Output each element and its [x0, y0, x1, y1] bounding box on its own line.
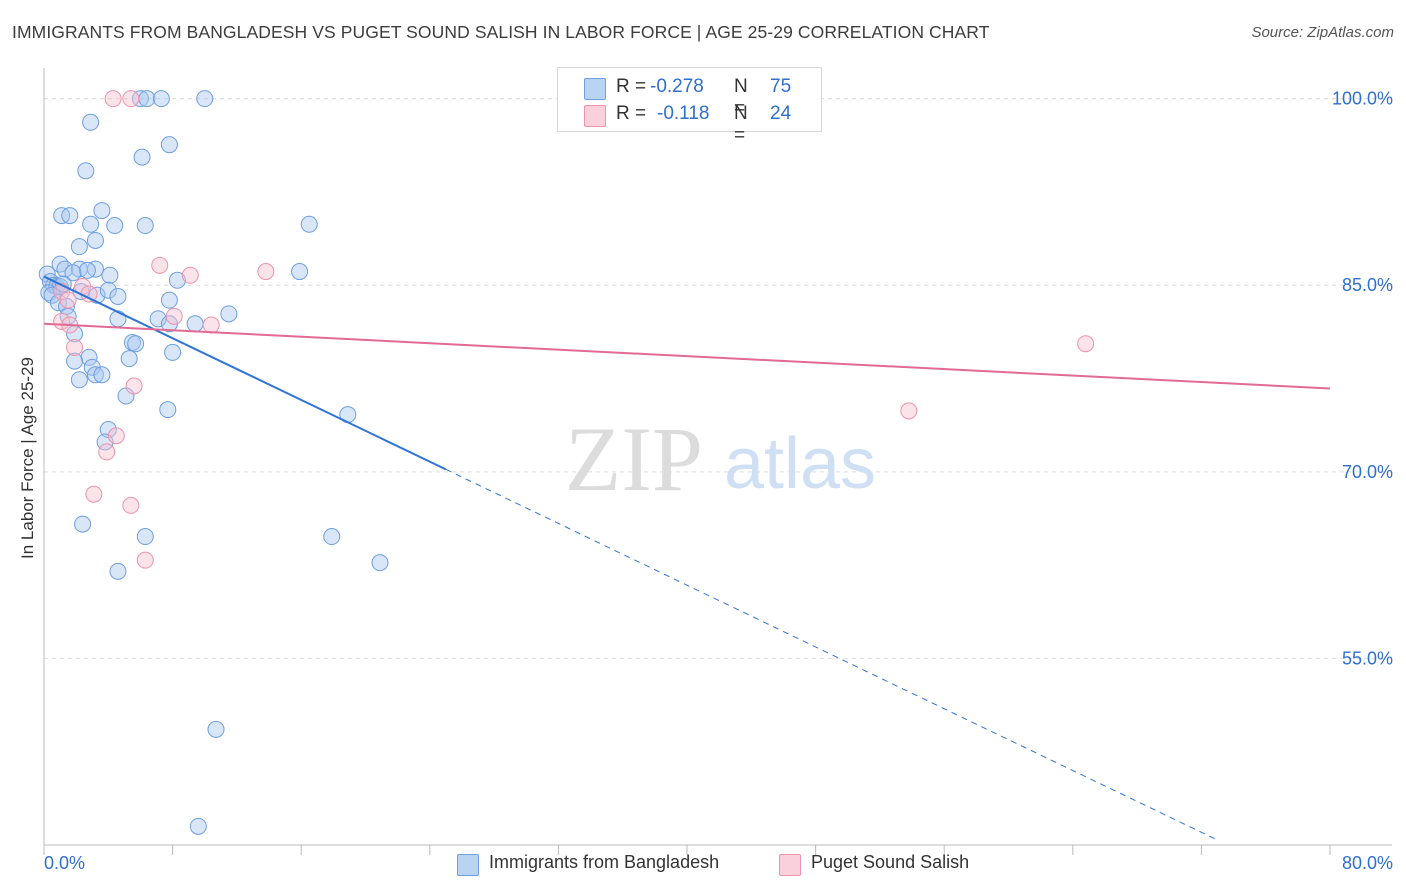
y-tick-label: 100.0%	[1332, 89, 1393, 109]
point-bangladesh	[93, 202, 111, 220]
point-bangladesh	[220, 305, 238, 323]
point-bangladesh	[64, 264, 82, 282]
y-tick-labels: 55.0% 70.0% 85.0% 100.0%	[1332, 89, 1393, 669]
legend-swatch-bangladesh	[457, 854, 479, 876]
point-salish	[125, 377, 143, 395]
point-salish	[85, 485, 103, 503]
point-bangladesh	[70, 238, 88, 256]
point-bangladesh	[131, 90, 149, 108]
point-salish	[59, 291, 77, 309]
point-bangladesh	[152, 90, 170, 108]
point-bangladesh	[300, 215, 318, 233]
point-bangladesh	[138, 90, 156, 108]
point-bangladesh	[168, 271, 186, 289]
legend-label-salish: Puget Sound Salish	[811, 852, 970, 872]
x-tick-label: 80.0%	[1342, 853, 1393, 873]
point-bangladesh	[291, 263, 309, 281]
legend-label-bangladesh: Immigrants from Bangladesh	[489, 852, 720, 872]
point-bangladesh	[82, 215, 100, 233]
legend-r-label: R =	[616, 76, 647, 97]
point-salish	[900, 402, 918, 420]
point-bangladesh	[77, 162, 95, 180]
point-bangladesh	[133, 148, 151, 166]
point-salish	[151, 256, 169, 274]
axes	[43, 68, 1392, 855]
point-bangladesh	[61, 207, 79, 225]
x-tick-label: 0.0%	[44, 853, 85, 873]
point-salish	[98, 443, 116, 461]
point-bangladesh	[127, 335, 145, 353]
point-bangladesh	[86, 366, 104, 384]
point-bangladesh	[207, 720, 225, 738]
point-bangladesh	[109, 287, 127, 305]
point-salish	[104, 90, 122, 108]
point-bangladesh	[80, 348, 98, 366]
correlation-legend: R = -0.278 N = 75 R = -0.118 N = 24	[557, 67, 822, 146]
point-salish	[122, 496, 140, 514]
point-bangladesh	[49, 294, 67, 312]
trend-line-bangladesh-extension	[445, 468, 1218, 841]
legend-swatch-blue	[584, 78, 606, 100]
point-salish	[202, 316, 220, 334]
point-bangladesh	[164, 343, 182, 361]
point-bangladesh	[70, 371, 88, 389]
point-bangladesh	[189, 817, 207, 835]
point-salish	[80, 285, 98, 303]
gridlines	[44, 98, 1392, 659]
point-bangladesh	[323, 528, 341, 546]
point-bangladesh	[101, 266, 119, 284]
point-bangladesh	[196, 90, 214, 108]
point-salish	[66, 338, 84, 356]
y-tick-label: 55.0%	[1342, 648, 1393, 668]
point-bangladesh	[82, 113, 100, 131]
watermark-zip: ZIP	[565, 408, 703, 510]
point-bangladesh	[159, 401, 177, 419]
point-salish	[181, 266, 199, 284]
point-salish	[257, 263, 275, 281]
point-salish	[165, 307, 183, 325]
point-bangladesh	[93, 366, 111, 384]
point-bangladesh	[86, 231, 104, 249]
chart-title: IMMIGRANTS FROM BANGLADESH VS PUGET SOUN…	[12, 22, 990, 42]
point-bangladesh	[109, 310, 127, 328]
point-bangladesh	[51, 255, 69, 273]
watermark-atlas: atlas	[724, 424, 876, 504]
watermark: ZIP atlas	[565, 408, 876, 510]
trend-lines	[43, 275, 1331, 841]
point-bangladesh	[371, 554, 389, 572]
legend-n-value: 75	[770, 76, 792, 97]
legend-n-value: 24	[770, 103, 792, 124]
point-bangladesh	[66, 352, 84, 370]
legend-n-label: N =	[734, 76, 748, 119]
trend-line-bangladesh	[43, 275, 447, 471]
point-bangladesh	[56, 260, 74, 278]
legend-swatch-salish	[779, 854, 801, 876]
x-tick-labels: 0.0% 80.0%	[44, 853, 1393, 873]
trend-line-salish	[43, 322, 1331, 390]
y-tick-label: 85.0%	[1342, 275, 1393, 295]
legend-n-label: N =	[734, 103, 748, 146]
point-bangladesh	[74, 515, 92, 533]
point-bangladesh	[160, 291, 178, 309]
point-bangladesh	[78, 261, 96, 279]
point-bangladesh	[136, 528, 154, 546]
point-bangladesh	[109, 562, 127, 580]
point-bangladesh	[186, 315, 204, 333]
y-tick-label: 70.0%	[1342, 462, 1393, 482]
point-salish	[136, 551, 154, 569]
legend-swatch-pink	[584, 105, 606, 127]
point-bangladesh	[160, 136, 178, 154]
point-bangladesh	[120, 350, 138, 368]
legend-r-value: -0.278	[650, 76, 704, 97]
point-bangladesh	[106, 217, 124, 235]
point-salish	[1077, 335, 1095, 353]
legend-r-label: R =	[616, 103, 647, 124]
point-bangladesh	[99, 281, 117, 299]
point-salish	[122, 90, 140, 108]
point-salish	[107, 427, 125, 445]
source-label: Source: ZipAtlas.com	[1251, 24, 1394, 41]
legend-r-value: -0.118	[657, 103, 710, 124]
point-bangladesh	[136, 217, 154, 235]
